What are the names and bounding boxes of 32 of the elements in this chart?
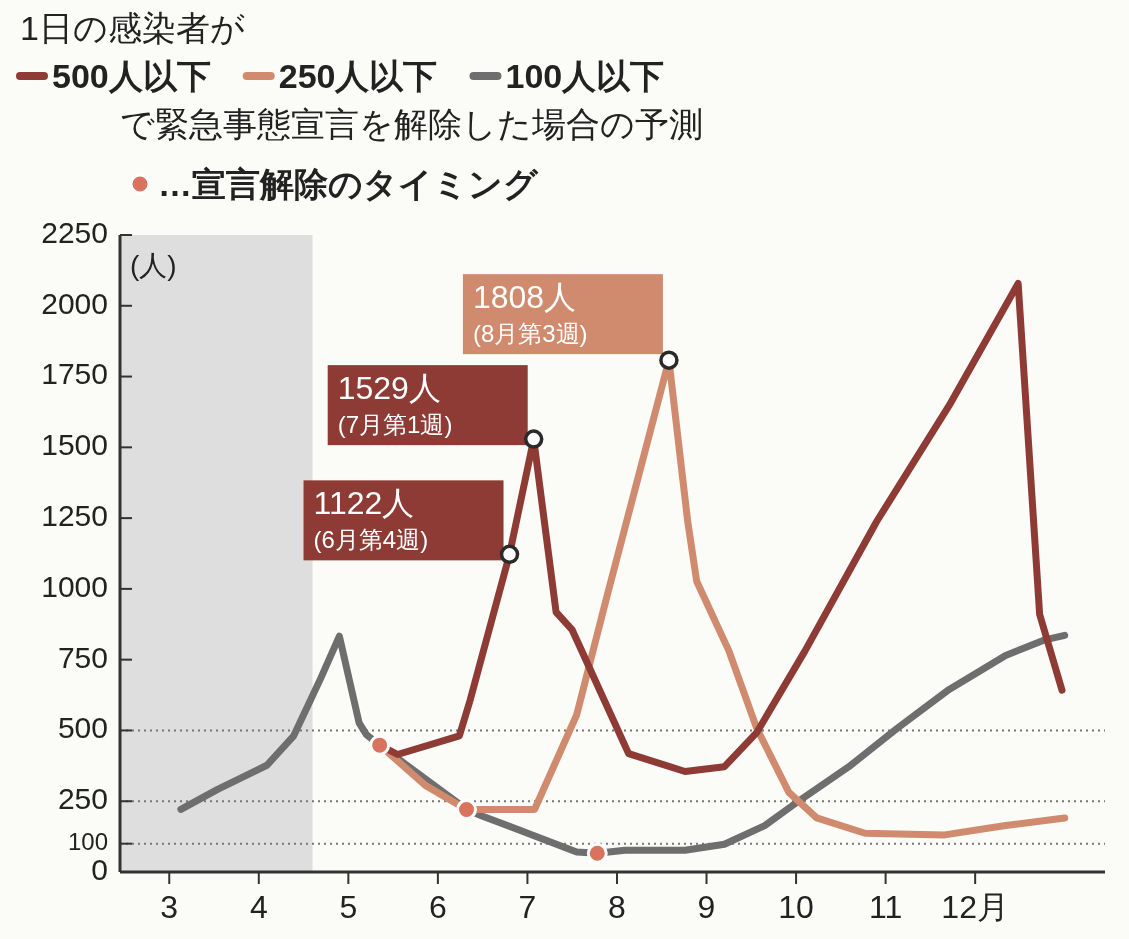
x-tick-label: 4 (249, 889, 268, 925)
annotation: 1529人(7月第1週) (337, 370, 453, 439)
text: で緊急事態宣言を解除した場合の予測 (120, 105, 703, 143)
annotation: 1122人(6月第4週) (313, 485, 429, 554)
y-tick-label: 2000 (41, 286, 108, 320)
y-tick-label: 1500 (41, 428, 108, 462)
point (586, 842, 608, 864)
x-tick-label: 10 (778, 889, 814, 925)
y-tick-label: 250 (57, 782, 108, 816)
annotation: 1808人(8月第3週) (472, 279, 588, 348)
y-tick-label: 2250 (41, 215, 108, 249)
y-tick-label: 1750 (41, 357, 108, 391)
x-tick-label: 8 (608, 889, 626, 925)
x-tick-label: 7 (518, 889, 537, 925)
y-tick-label: 1000 (41, 569, 108, 603)
legend-label: 500人以下 (52, 57, 211, 95)
legend-label: …宣言解除のタイミング (158, 165, 539, 203)
x-tick-label: 9 (697, 889, 716, 925)
y-tick-label: 750 (57, 640, 108, 674)
x-tick-label: 6 (428, 889, 447, 925)
y-axis-title: (人) (130, 250, 177, 281)
x-tick-label: 12月 (941, 889, 1009, 925)
point (369, 734, 391, 756)
y-tick-label: 1250 (41, 499, 108, 533)
x-tick-label: 11 (869, 889, 903, 925)
legend-label: 100人以下 (505, 57, 665, 95)
x-tick-label: 3 (160, 889, 179, 925)
point (456, 798, 478, 820)
legend-label: 250人以下 (278, 57, 438, 95)
x-tick-label: 5 (339, 889, 358, 925)
legend-title: 1日の感染者が (20, 9, 245, 47)
y-tick-label: 500 (57, 711, 108, 745)
